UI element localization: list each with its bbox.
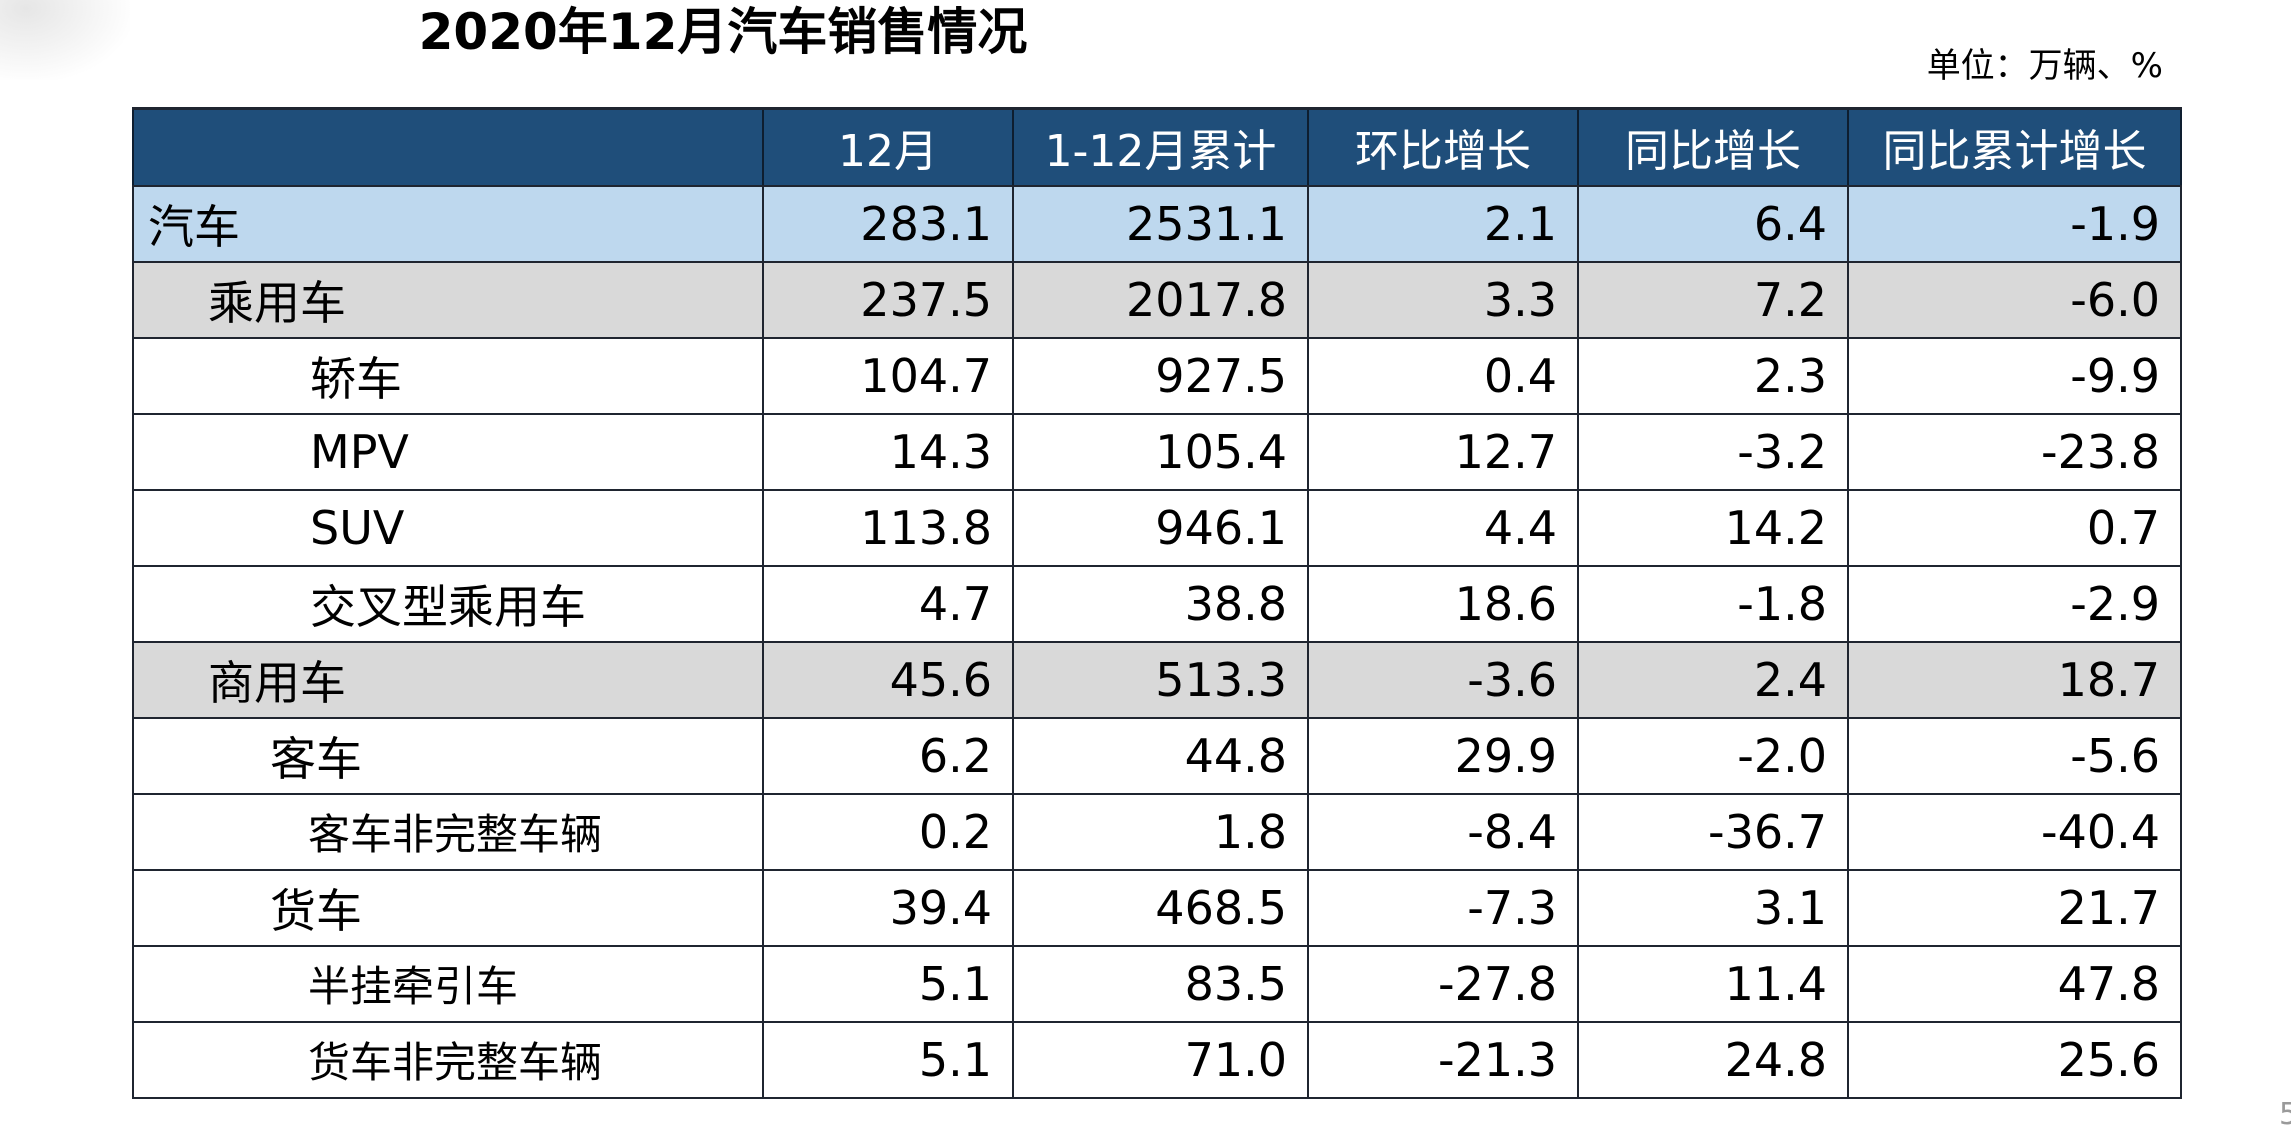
table-row: 轿车 104.7 927.5 0.4 2.3 -9.9 xyxy=(132,337,2182,415)
cell-cumulative: 71.0 xyxy=(1012,1021,1309,1099)
header-name xyxy=(132,107,764,187)
row-label: 轿车 xyxy=(132,337,764,415)
row-label: 乘用车 xyxy=(132,261,764,339)
cell-cumulative-yoy-growth: -6.0 xyxy=(1847,261,2182,339)
row-label: 货车 xyxy=(132,869,764,947)
cell-cumulative-yoy-growth: -1.9 xyxy=(1847,185,2182,263)
cell-yoy-growth: 3.1 xyxy=(1577,869,1849,947)
cell-yoy-growth: -2.0 xyxy=(1577,717,1849,795)
table-row: 乘用车 237.5 2017.8 3.3 7.2 -6.0 xyxy=(132,261,2182,339)
table-row: 半挂牵引车 5.1 83.5 -27.8 11.4 47.8 xyxy=(132,945,2182,1023)
row-label: 交叉型乘用车 xyxy=(132,565,764,643)
cell-yoy-growth: 24.8 xyxy=(1577,1021,1849,1099)
cell-cumulative-yoy-growth: -2.9 xyxy=(1847,565,2182,643)
cell-cumulative: 946.1 xyxy=(1012,489,1309,567)
table-header-row: 12月 1-12月累计 环比增长 同比增长 同比累计增长 xyxy=(132,107,2182,187)
row-label: 客车 xyxy=(132,717,764,795)
table-row: 客车非完整车辆 0.2 1.8 -8.4 -36.7 -40.4 xyxy=(132,793,2182,871)
header-mom-growth: 环比增长 xyxy=(1307,107,1579,187)
cell-yoy-growth: 2.4 xyxy=(1577,641,1849,719)
row-label: 汽车 xyxy=(132,185,764,263)
page-title: 2020年12月汽车销售情况 xyxy=(418,3,1028,61)
row-label: 半挂牵引车 xyxy=(132,945,764,1023)
cell-december: 5.1 xyxy=(762,945,1014,1023)
cell-december: 45.6 xyxy=(762,641,1014,719)
row-label: 商用车 xyxy=(132,641,764,719)
corner-shadow xyxy=(0,0,130,80)
cell-cumulative: 2531.1 xyxy=(1012,185,1309,263)
table-row: MPV 14.3 105.4 12.7 -3.2 -23.8 xyxy=(132,413,2182,491)
cell-mom-growth: 3.3 xyxy=(1307,261,1579,339)
cell-mom-growth: 4.4 xyxy=(1307,489,1579,567)
table-row: 交叉型乘用车 4.7 38.8 18.6 -1.8 -2.9 xyxy=(132,565,2182,643)
unit-label: 单位：万辆、% xyxy=(1926,46,2163,86)
cell-december: 237.5 xyxy=(762,261,1014,339)
cell-cumulative-yoy-growth: 0.7 xyxy=(1847,489,2182,567)
cell-december: 283.1 xyxy=(762,185,1014,263)
cell-cumulative-yoy-growth: -40.4 xyxy=(1847,793,2182,871)
cell-cumulative: 105.4 xyxy=(1012,413,1309,491)
cell-cumulative: 2017.8 xyxy=(1012,261,1309,339)
cell-cumulative: 513.3 xyxy=(1012,641,1309,719)
cell-cumulative-yoy-growth: -9.9 xyxy=(1847,337,2182,415)
cell-mom-growth: 12.7 xyxy=(1307,413,1579,491)
cell-yoy-growth: -3.2 xyxy=(1577,413,1849,491)
cell-yoy-growth: 14.2 xyxy=(1577,489,1849,567)
cell-cumulative: 38.8 xyxy=(1012,565,1309,643)
cell-cumulative-yoy-growth: 47.8 xyxy=(1847,945,2182,1023)
cell-cumulative-yoy-growth: 21.7 xyxy=(1847,869,2182,947)
header-yoy-growth: 同比增长 xyxy=(1577,107,1849,187)
cell-december: 113.8 xyxy=(762,489,1014,567)
row-label: MPV xyxy=(132,413,764,491)
row-label: 货车非完整车辆 xyxy=(132,1021,764,1099)
header-december: 12月 xyxy=(762,107,1014,187)
cell-yoy-growth: -1.8 xyxy=(1577,565,1849,643)
sales-table: 12月 1-12月累计 环比增长 同比增长 同比累计增长 汽车 283.1 25… xyxy=(132,107,2182,1099)
cell-yoy-growth: 7.2 xyxy=(1577,261,1849,339)
table-row: 商用车 45.6 513.3 -3.6 2.4 18.7 xyxy=(132,641,2182,719)
row-label: 客车非完整车辆 xyxy=(132,793,764,871)
cell-mom-growth: -3.6 xyxy=(1307,641,1579,719)
cell-mom-growth: -8.4 xyxy=(1307,793,1579,871)
cell-cumulative: 83.5 xyxy=(1012,945,1309,1023)
cell-mom-growth: 2.1 xyxy=(1307,185,1579,263)
header-cumulative-yoy-growth: 同比累计增长 xyxy=(1847,107,2182,187)
cell-cumulative-yoy-growth: -23.8 xyxy=(1847,413,2182,491)
cell-cumulative-yoy-growth: -5.6 xyxy=(1847,717,2182,795)
cell-december: 39.4 xyxy=(762,869,1014,947)
cell-cumulative: 927.5 xyxy=(1012,337,1309,415)
cell-cumulative: 1.8 xyxy=(1012,793,1309,871)
cell-yoy-growth: 11.4 xyxy=(1577,945,1849,1023)
cell-december: 104.7 xyxy=(762,337,1014,415)
cell-december: 4.7 xyxy=(762,565,1014,643)
cell-mom-growth: 0.4 xyxy=(1307,337,1579,415)
table-row: 货车非完整车辆 5.1 71.0 -21.3 24.8 25.6 xyxy=(132,1021,2182,1099)
table-row: 货车 39.4 468.5 -7.3 3.1 21.7 xyxy=(132,869,2182,947)
cell-december: 5.1 xyxy=(762,1021,1014,1099)
cell-mom-growth: 18.6 xyxy=(1307,565,1579,643)
table-row: SUV 113.8 946.1 4.4 14.2 0.7 xyxy=(132,489,2182,567)
cell-yoy-growth: 2.3 xyxy=(1577,337,1849,415)
cell-cumulative-yoy-growth: 18.7 xyxy=(1847,641,2182,719)
cell-yoy-growth: 6.4 xyxy=(1577,185,1849,263)
cell-december: 14.3 xyxy=(762,413,1014,491)
page-number: 5 xyxy=(2279,1097,2291,1132)
cell-mom-growth: 29.9 xyxy=(1307,717,1579,795)
header-cumulative: 1-12月累计 xyxy=(1012,107,1309,187)
row-label: SUV xyxy=(132,489,764,567)
cell-december: 0.2 xyxy=(762,793,1014,871)
cell-mom-growth: -7.3 xyxy=(1307,869,1579,947)
cell-mom-growth: -21.3 xyxy=(1307,1021,1579,1099)
cell-mom-growth: -27.8 xyxy=(1307,945,1579,1023)
table-row: 客车 6.2 44.8 29.9 -2.0 -5.6 xyxy=(132,717,2182,795)
cell-cumulative: 44.8 xyxy=(1012,717,1309,795)
cell-cumulative-yoy-growth: 25.6 xyxy=(1847,1021,2182,1099)
cell-december: 6.2 xyxy=(762,717,1014,795)
cell-yoy-growth: -36.7 xyxy=(1577,793,1849,871)
cell-cumulative: 468.5 xyxy=(1012,869,1309,947)
table-row: 汽车 283.1 2531.1 2.1 6.4 -1.9 xyxy=(132,185,2182,263)
